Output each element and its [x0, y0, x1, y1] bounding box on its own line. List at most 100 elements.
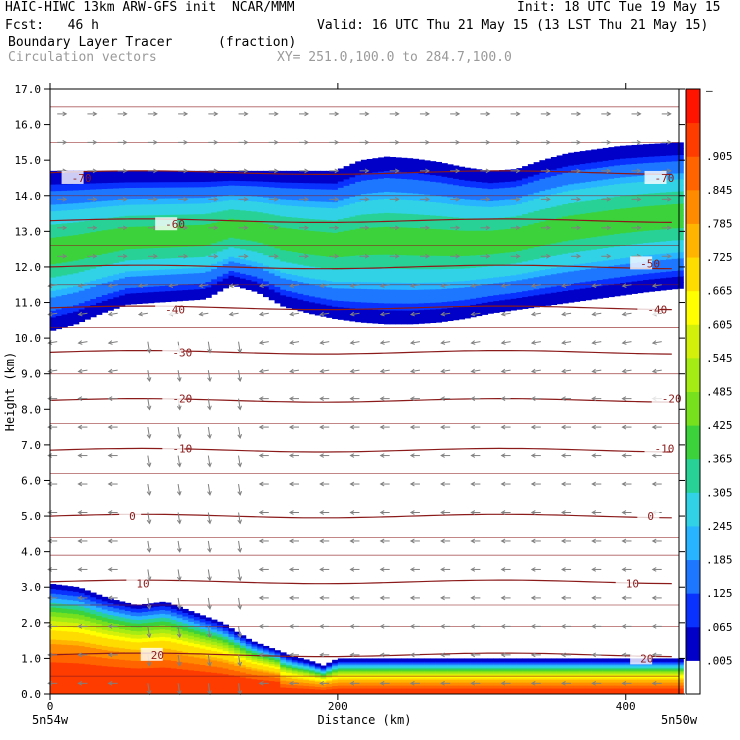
upper-tracer-cell — [383, 316, 391, 325]
boundary-tracer-cell — [372, 680, 379, 683]
upper-tracer-cell — [573, 282, 581, 290]
boundary-tracer-cell — [188, 624, 195, 629]
boundary-tracer-cell — [453, 674, 460, 677]
boundary-tracer-cell — [297, 685, 304, 688]
upper-tracer-cell — [499, 223, 506, 230]
boundary-tracer-cell — [211, 647, 218, 652]
boundary-tracer-cell — [481, 682, 489, 685]
boundary-tracer-cell — [268, 686, 276, 689]
upper-tracer-cell — [205, 202, 212, 209]
boundary-tracer-cell — [412, 670, 419, 673]
upper-tracer-cell — [550, 273, 558, 281]
upper-tracer-cell — [579, 250, 586, 258]
upper-tracer-cell — [113, 256, 120, 263]
upper-tracer-cell — [401, 310, 408, 318]
boundary-tracer-cell — [366, 680, 373, 683]
upper-tracer-cell — [257, 221, 264, 228]
boundary-tracer-cell — [453, 682, 460, 685]
boundary-tracer-cell — [257, 668, 264, 672]
upper-tracer-cell — [487, 301, 494, 308]
upper-tracer-cell — [211, 211, 218, 218]
boundary-tracer-cell — [533, 674, 540, 677]
upper-tracer-cell — [654, 247, 661, 255]
boundary-tracer-cell — [153, 659, 160, 665]
upper-tracer-cell — [176, 268, 183, 275]
boundary-tracer-cell — [119, 663, 126, 668]
upper-tracer-cell — [568, 239, 575, 247]
boundary-tracer-cell — [84, 642, 91, 648]
boundary-tracer-cell — [395, 683, 402, 686]
upper-tracer-cell — [516, 203, 523, 210]
upper-tracer-cell — [320, 189, 327, 196]
upper-tracer-cell — [188, 186, 195, 193]
boundary-tracer-cell — [320, 686, 327, 689]
boundary-tracer-cell — [280, 669, 287, 672]
upper-tracer-cell — [579, 151, 586, 158]
boundary-tracer-cell — [320, 676, 327, 678]
upper-tracer-cell — [332, 177, 339, 184]
boundary-tracer-cell — [55, 671, 63, 677]
upper-tracer-cell — [504, 175, 512, 182]
boundary-tracer-cell — [493, 680, 500, 683]
upper-tracer-cell — [297, 264, 304, 271]
boundary-tracer-cell — [101, 613, 109, 618]
boundary-tracer-cell — [90, 592, 97, 598]
upper-tracer-cell — [101, 194, 109, 201]
upper-tracer-cell — [504, 222, 512, 229]
upper-tracer-cell — [602, 278, 609, 286]
upper-tracer-cell — [453, 216, 460, 224]
boundary-tracer-cell — [366, 668, 373, 671]
upper-tracer-cell — [573, 245, 581, 253]
boundary-tracer-cell — [291, 670, 299, 673]
boundary-tracer-cell — [73, 586, 80, 592]
upper-tracer-cell — [314, 302, 322, 310]
boundary-tracer-cell — [389, 676, 396, 679]
boundary-tracer-cell — [96, 652, 103, 658]
upper-tracer-cell — [539, 245, 546, 252]
upper-tracer-cell — [170, 279, 178, 286]
boundary-tracer-cell — [550, 658, 558, 661]
upper-tracer-cell — [539, 233, 546, 240]
boundary-tracer-cell — [458, 674, 466, 677]
boundary-tracer-cell — [458, 667, 466, 670]
upper-tracer-cell — [527, 223, 535, 231]
boundary-tracer-cell — [193, 636, 201, 641]
upper-tracer-cell — [291, 228, 299, 235]
boundary-tracer-cell — [142, 641, 149, 646]
boundary-tracer-cell — [481, 685, 489, 688]
boundary-tracer-cell — [193, 613, 201, 618]
boundary-tracer-cell — [61, 630, 68, 636]
boundary-tracer-cell — [130, 649, 137, 654]
upper-tracer-cell — [73, 215, 80, 223]
upper-tracer-cell — [303, 176, 310, 184]
upper-tracer-cell — [142, 170, 149, 177]
boundary-tracer-cell — [73, 635, 80, 641]
upper-tracer-cell — [228, 256, 235, 262]
boundary-tracer-cell — [596, 667, 604, 670]
boundary-tracer-cell — [481, 658, 489, 661]
boundary-tracer-cell — [326, 675, 333, 678]
boundary-tracer-cell — [263, 659, 270, 663]
upper-tracer-cell — [395, 178, 402, 186]
boundary-tracer-cell — [251, 641, 258, 645]
upper-tracer-cell — [447, 314, 454, 322]
boundary-tracer-cell — [527, 659, 535, 662]
upper-tracer-cell — [84, 170, 91, 178]
boundary-tracer-cell — [378, 674, 385, 677]
boundary-tracer-cell — [268, 648, 276, 651]
upper-tracer-cell — [234, 276, 241, 283]
upper-tracer-cell — [516, 244, 523, 251]
boundary-tracer-cell — [470, 688, 477, 691]
upper-tracer-cell — [67, 267, 74, 275]
upper-tracer-cell — [608, 178, 615, 185]
boundary-tracer-cell — [545, 677, 552, 680]
upper-tracer-cell — [159, 198, 166, 205]
boundary-tracer-cell — [320, 691, 327, 694]
upper-tracer-cell — [550, 212, 558, 219]
boundary-tracer-cell — [395, 661, 402, 664]
upper-tracer-cell — [188, 289, 195, 296]
boundary-tracer-cell — [383, 659, 391, 662]
upper-tracer-cell — [73, 221, 80, 229]
upper-tracer-cell — [499, 252, 506, 260]
upper-tracer-cell — [619, 145, 627, 153]
